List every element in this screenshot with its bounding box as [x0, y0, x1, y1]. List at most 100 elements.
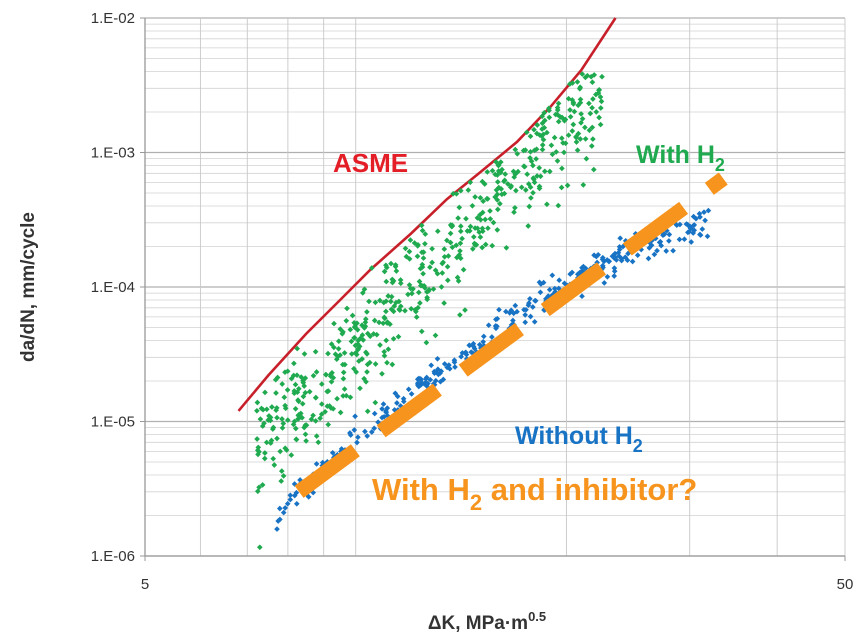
with-h2-point: [312, 418, 319, 424]
with-h2-point: [472, 225, 478, 231]
with-h2-point: [477, 234, 484, 240]
with-h2-point: [310, 372, 317, 379]
with-h2-point: [274, 414, 280, 421]
with-h2-point: [300, 393, 307, 400]
without-h2-point: [523, 306, 529, 313]
with-h2-point: [586, 100, 592, 107]
without-h2-point: [329, 449, 336, 456]
with-h2-point: [267, 414, 274, 421]
with-h2-point: [355, 341, 361, 347]
with-h2-point: [536, 185, 543, 192]
without-h2-point: [476, 341, 483, 348]
with-h2-point: [546, 168, 553, 175]
without-h2-point: [351, 427, 358, 433]
without-h2-point: [418, 379, 425, 386]
without-h2-point: [651, 251, 658, 258]
with-h2-point: [511, 174, 518, 180]
with-h2-point: [364, 361, 371, 368]
with-h2-point: [477, 216, 484, 223]
with-h2-point: [477, 194, 484, 201]
with-h2-point: [582, 124, 588, 131]
with-h2-point: [595, 90, 602, 96]
without-h2-point: [400, 395, 407, 402]
with-h2-point: [494, 227, 501, 233]
with-h2-point: [312, 348, 319, 355]
with-h2-point: [362, 319, 369, 326]
without-h2-point: [284, 500, 291, 507]
with-h2-point: [389, 276, 396, 283]
with-h2-point: [318, 381, 325, 387]
with-h2-point: [402, 307, 408, 314]
with-h2-point: [385, 346, 392, 353]
with-h2-point: [507, 184, 514, 191]
with-h2-point: [255, 444, 262, 451]
without-h2-point: [379, 406, 385, 412]
with-h2-point: [302, 375, 309, 381]
with-h2-point: [279, 425, 286, 431]
without-h2-point: [362, 428, 368, 435]
with-h2-point: [485, 225, 491, 232]
without-h2-point: [601, 280, 608, 286]
with-h2-point: [533, 156, 539, 162]
with-h2-point: [413, 314, 420, 320]
with-h2-point: [455, 215, 461, 221]
with-h2-point: [494, 197, 501, 203]
with-h2-point: [262, 389, 268, 396]
with-h2-point: [282, 445, 289, 452]
with-h2-point: [455, 278, 462, 284]
with-h2-point: [549, 151, 556, 158]
with-h2-point: [571, 108, 578, 115]
with-h2-point: [279, 381, 286, 387]
with-h2-point: [300, 379, 307, 386]
with-h2-point: [344, 305, 350, 312]
with-h2-point: [502, 171, 509, 177]
with-h2-point: [422, 285, 428, 291]
with-h2-point: [381, 348, 388, 355]
with-h2-point: [397, 303, 404, 310]
without-h2-point: [368, 429, 375, 435]
with-h2-point: [537, 173, 544, 180]
with-h2-point: [387, 298, 394, 305]
with-h2-point: [288, 452, 295, 458]
with-h2-point: [325, 421, 332, 428]
without-h2-point: [347, 430, 353, 436]
with-h2-point: [335, 338, 342, 345]
with-h2-point: [347, 394, 354, 401]
with-h2-point: [514, 150, 521, 157]
with-h2-point: [444, 277, 451, 284]
with-h2-point: [444, 263, 451, 270]
without-h2-point: [670, 247, 676, 254]
with-h2-point: [493, 187, 500, 193]
with-h2-point: [449, 223, 456, 230]
without-h2-point: [503, 308, 509, 315]
without-h2-point: [693, 215, 699, 222]
with-h2-point: [440, 259, 446, 266]
with-h2-point: [292, 381, 299, 388]
with-h2-point: [445, 253, 452, 259]
without-h2-point: [470, 343, 477, 350]
with-h2-point: [489, 242, 496, 249]
with-h2-point: [359, 290, 366, 296]
without-h2-point: [383, 408, 389, 414]
with-h2-point: [555, 118, 562, 125]
with-h2-label: With H2: [636, 141, 725, 175]
without-h2-point: [697, 232, 704, 238]
with-h2-point: [405, 291, 411, 298]
with-h2-point: [553, 149, 560, 155]
with-h2-point: [479, 244, 486, 251]
with-h2-point: [487, 208, 493, 214]
without-h2-point: [313, 461, 320, 467]
without-h2-point: [687, 225, 694, 231]
with-h2-point: [422, 240, 428, 247]
without-h2-point: [371, 410, 378, 417]
asme-label: ASME: [333, 148, 408, 178]
without-h2-point: [690, 230, 697, 236]
with-h2-point: [349, 312, 356, 319]
with-h2-point: [302, 389, 309, 396]
without-h2-point: [514, 308, 520, 315]
with-h2-point: [388, 306, 395, 313]
without-h2-point: [494, 323, 500, 330]
with-h2-point: [438, 284, 445, 290]
with-h2-point: [325, 350, 331, 357]
with-h2-point: [390, 335, 397, 342]
